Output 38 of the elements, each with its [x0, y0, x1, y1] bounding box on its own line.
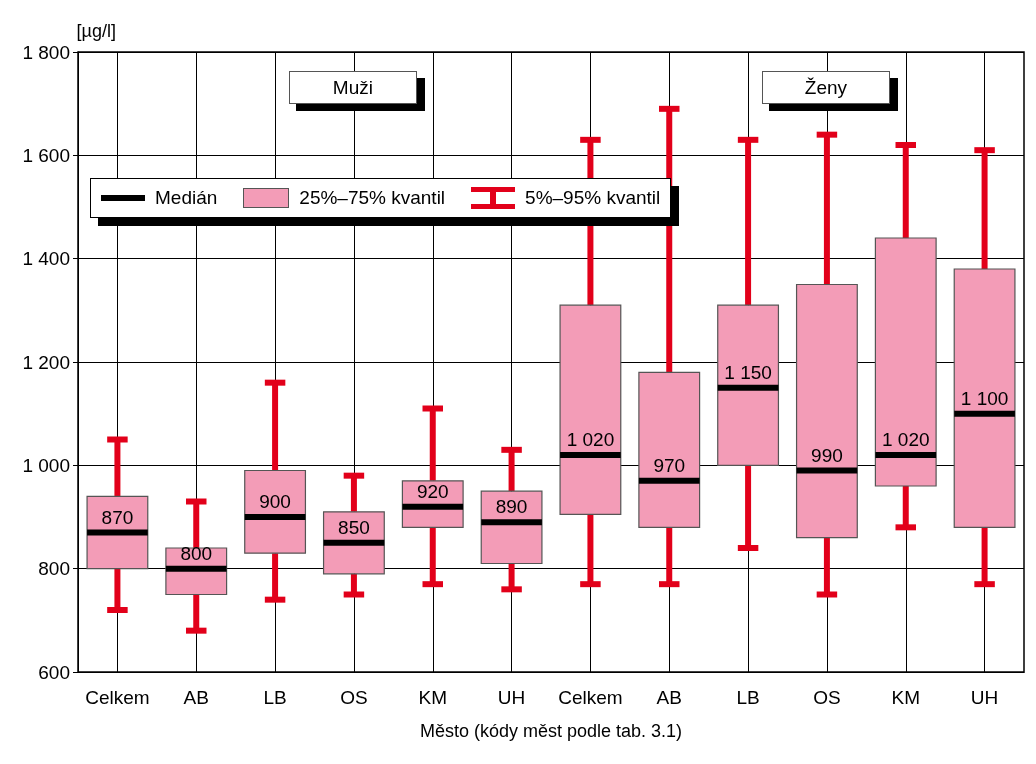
x-tick-label: LB	[736, 687, 760, 708]
annotation: Muži	[288, 71, 417, 105]
x-tick-label: KM	[891, 687, 920, 708]
x-tick-label: UH	[497, 687, 526, 708]
text: 870	[101, 506, 134, 528]
y-tick-label: 1 600	[22, 144, 70, 166]
y-tick-label: 600	[38, 661, 70, 683]
text: 1 150	[724, 361, 772, 383]
y-tick-label: 1 000	[22, 454, 70, 476]
x-tick-label: OS	[340, 687, 368, 708]
y-tick-label: 800	[38, 558, 70, 580]
x-tick-label: Celkem	[558, 687, 623, 708]
y-tick-label: 1 800	[22, 41, 70, 63]
y-axis-title: [µg/l]	[76, 21, 116, 41]
text: 850	[338, 516, 370, 538]
annotation: 5%–95% kvantil	[525, 187, 661, 209]
y-tick-label: 1 200	[22, 351, 70, 373]
text: 1 100	[960, 387, 1009, 409]
text: 1 020	[881, 429, 930, 450]
x-tick-label: UH	[970, 687, 999, 708]
x-tick-label: OS	[813, 687, 841, 708]
text: 990	[811, 444, 843, 466]
text: 1 020	[566, 429, 615, 450]
text: 970	[653, 454, 686, 476]
text: 900	[259, 491, 291, 512]
y-tick-label: 1 400	[22, 248, 70, 270]
text: 920	[416, 480, 449, 502]
text: 890	[495, 496, 528, 518]
legend-label: 25%–75% kvantil	[299, 187, 446, 209]
x-axis-title: Město (kódy měst podle tab. 3.1)	[419, 721, 683, 741]
x-tick-label: AB	[656, 687, 682, 708]
annotation: Medián	[155, 187, 218, 209]
x-tick-label: Celkem	[85, 687, 150, 708]
text: 800	[180, 542, 213, 564]
x-tick-label: AB	[183, 687, 209, 708]
annotation: Ženy	[761, 71, 890, 105]
x-tick-label: KM	[418, 687, 447, 708]
x-tick-label: LB	[263, 687, 287, 708]
